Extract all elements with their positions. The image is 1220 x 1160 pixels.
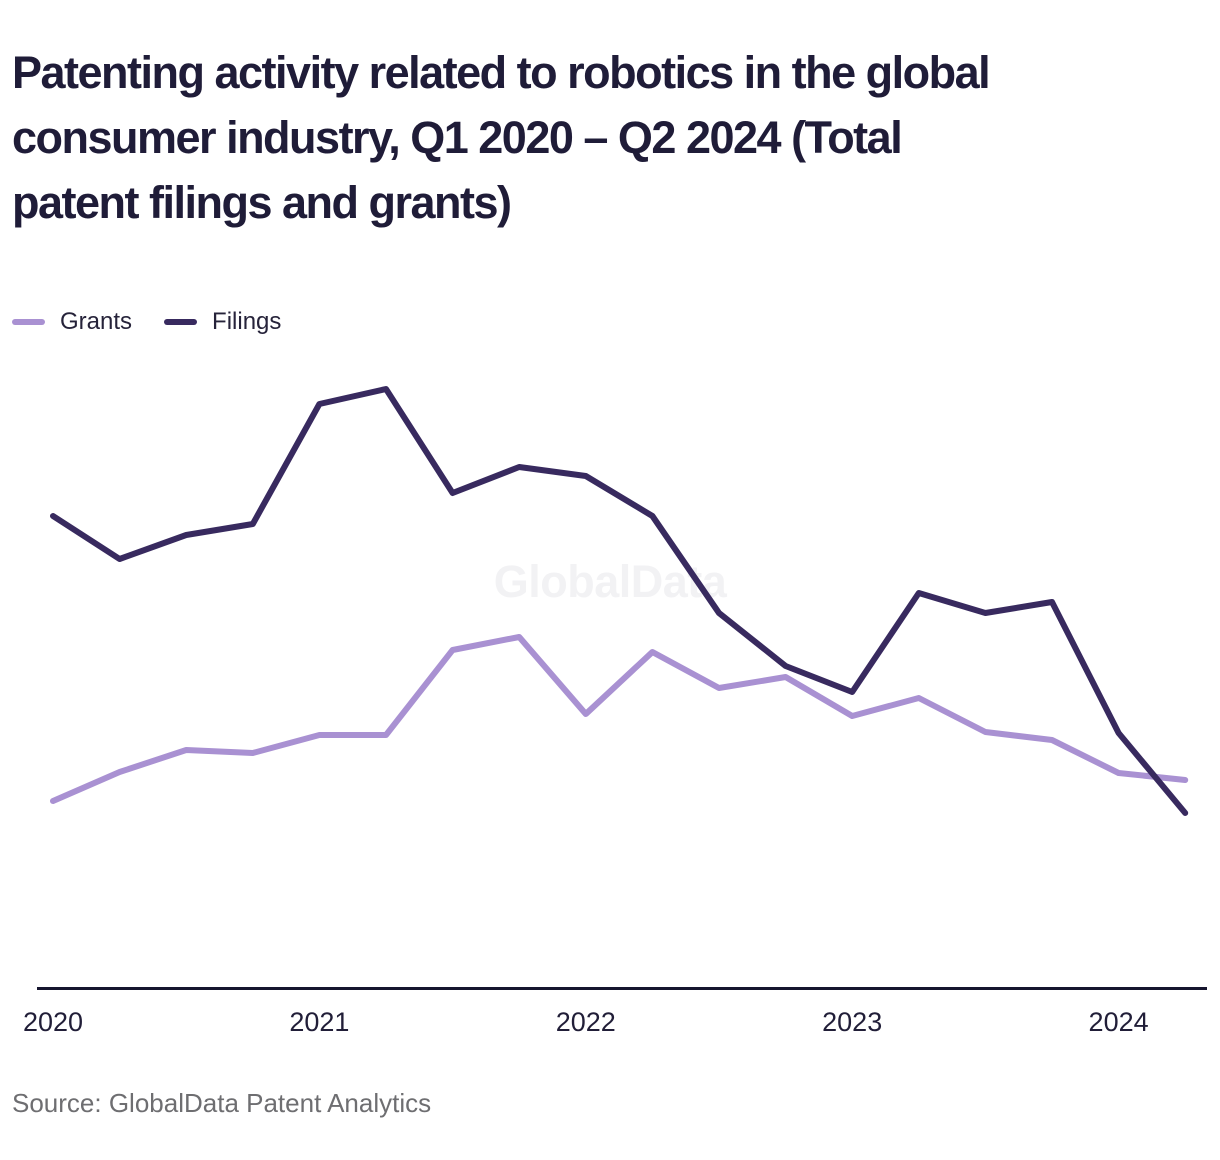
x-tick-label-2023: 2023 (822, 1007, 883, 1037)
legend-item-grants: Grants (12, 308, 132, 336)
filings-line-swatch (164, 319, 198, 325)
chart-title-line: patent filings and grants) (12, 177, 512, 228)
chart-legend: Grants Filings (12, 305, 281, 339)
x-tick-label-2024: 2024 (1088, 1007, 1149, 1037)
legend-item-filings: Filings (164, 308, 281, 336)
grants-line-swatch (12, 319, 45, 325)
x-tick-label-2022: 2022 (555, 1007, 616, 1037)
source-note: Source: GlobalData Patent Analytics (12, 1088, 432, 1118)
series-line-filings (50, 386, 1189, 816)
chart-title-line: consumer industry, Q1 2020 – Q2 2024 (To… (12, 112, 903, 163)
x-tick-label-2020: 2020 (22, 1007, 84, 1037)
chart-title-line: Patenting activity related to robotics i… (12, 47, 991, 98)
legend-label-grants: Grants (60, 308, 133, 335)
x-axis-line (37, 987, 1207, 990)
x-tick-label-2021: 2021 (289, 1007, 350, 1037)
chart-title: Patenting activity related to robotics i… (12, 40, 1182, 235)
line-chart-plot (50, 386, 1189, 816)
legend-label-filings: Filings (212, 308, 282, 335)
series-line-grants (50, 634, 1189, 804)
